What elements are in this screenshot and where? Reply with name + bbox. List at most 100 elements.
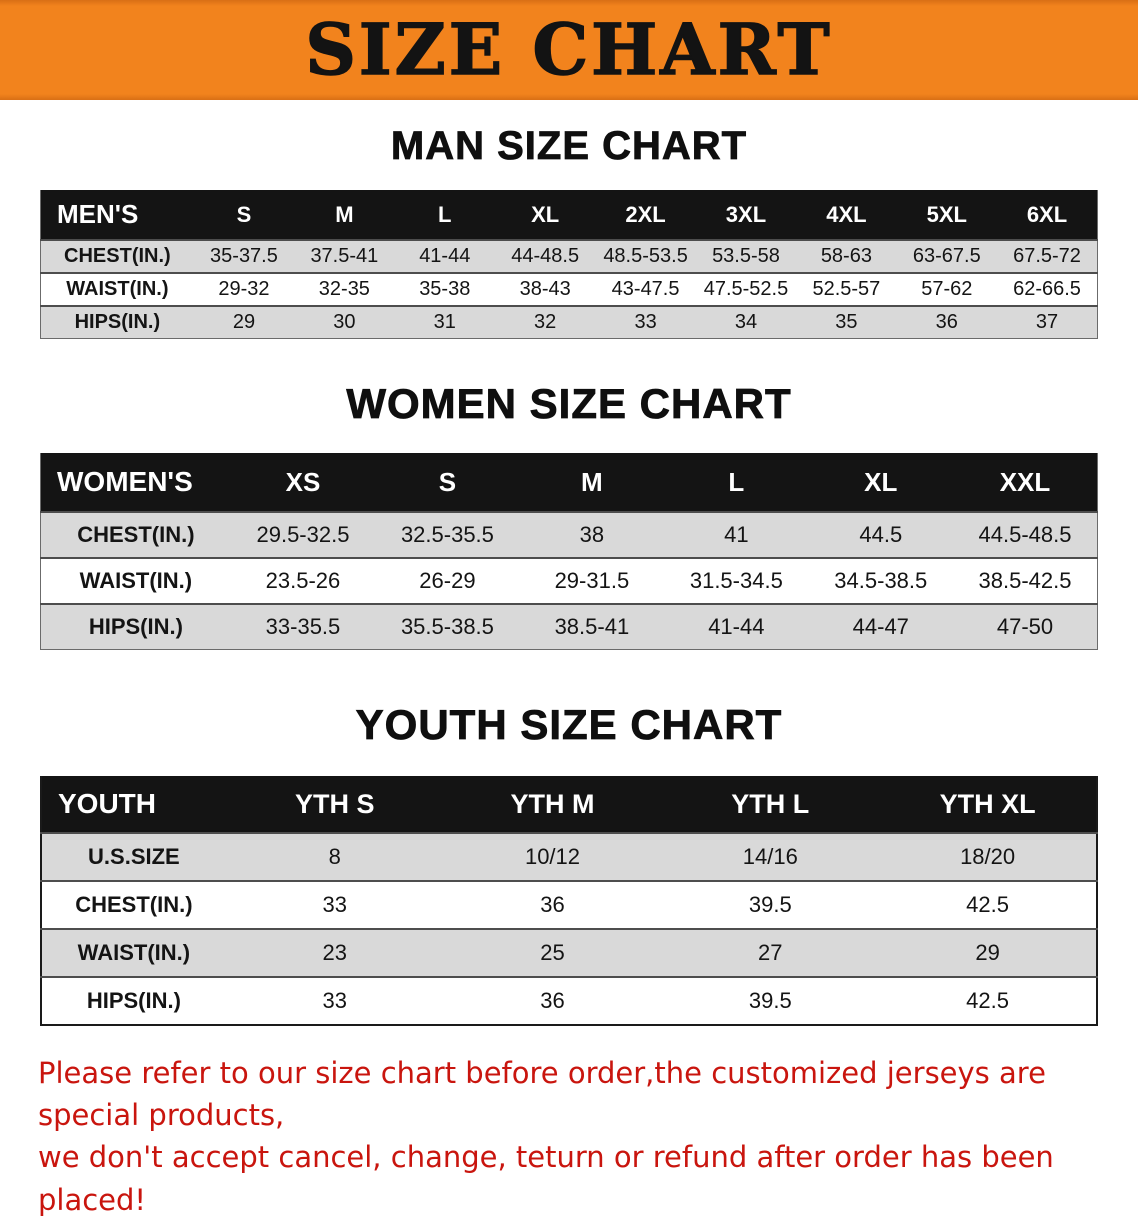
table-row: HIPS(IN.) 33 36 39.5 42.5 [41, 976, 1097, 1026]
disclaimer-line-2: we don't accept cancel, change, teturn o… [38, 1140, 1054, 1217]
size-value-cell: 31 [394, 305, 495, 339]
size-column-header: L [664, 453, 809, 513]
size-value-cell: 52.5-57 [796, 272, 897, 306]
size-value-cell: 36 [443, 880, 662, 930]
size-value-cell: 47-50 [953, 603, 1098, 650]
size-value-cell: 41-44 [394, 239, 495, 273]
size-value-cell: 42.5 [879, 880, 1097, 930]
size-column-header: 6XL [997, 190, 1098, 240]
size-value-cell: 29-32 [193, 272, 295, 306]
size-value-cell: 39.5 [661, 976, 880, 1026]
row-label: U.S.SIZE [41, 832, 226, 882]
row-label: CHEST(IN.) [40, 239, 194, 273]
size-value-cell: 44-48.5 [494, 239, 596, 273]
table-row: U.S.SIZE 8 10/12 14/16 18/20 [41, 832, 1097, 882]
size-value-cell: 30 [294, 305, 395, 339]
size-value-cell: 25 [443, 928, 662, 978]
size-value-cell: 47.5-52.5 [695, 272, 797, 306]
size-value-cell: 34 [695, 305, 797, 339]
men-section-heading: MAN SIZE CHART [390, 124, 748, 169]
size-value-cell: 35 [796, 305, 897, 339]
row-label: HIPS(IN.) [40, 603, 231, 650]
size-column-header: S [375, 453, 520, 513]
size-value-cell: 10/12 [443, 832, 662, 882]
size-value-cell: 48.5-53.5 [595, 239, 696, 273]
size-value-cell: 39.5 [661, 880, 880, 930]
table-body: MEN'S S M L XL 2XL 3XL 4XL 5XL 6XL CHEST(IN.) 35-37… [40, 190, 1098, 339]
row-label: CHEST(IN.) [40, 511, 231, 559]
size-value-cell: 8 [225, 832, 444, 882]
table-row: WAIST(IN.) 23 25 27 29 [41, 928, 1097, 978]
size-column-header: XS [230, 453, 376, 513]
table-corner-label: WOMEN'S [40, 453, 231, 513]
size-column-header: YTH S [225, 776, 444, 834]
youth-section-heading: YOUTH SIZE CHART [355, 701, 783, 749]
size-value-cell: 44.5 [808, 511, 954, 559]
size-value-cell: 35.5-38.5 [375, 603, 520, 650]
women-section-heading: WOMEN SIZE CHART [346, 380, 792, 427]
table-body: YOUTH YTH S YTH M YTH L YTH XL U.S.SIZE 8 10/12… [41, 776, 1097, 1026]
table-row: HIPS(IN.) 33-35.5 35.5-38.5 38.5-41 41-44 44-… [40, 603, 1098, 650]
size-value-cell: 18/20 [879, 832, 1097, 882]
size-column-header: 3XL [695, 190, 797, 240]
table-body: WOMEN'S XS S M L XL XXL CHEST(IN.) 29.5-32.5 32.5… [40, 453, 1098, 650]
size-value-cell: 33 [595, 305, 696, 339]
size-value-cell: 31.5-34.5 [664, 557, 809, 605]
size-value-cell: 23 [225, 928, 444, 978]
size-value-cell: 42.5 [879, 976, 1097, 1026]
row-label: HIPS(IN.) [41, 976, 226, 1026]
size-value-cell: 33 [225, 880, 444, 930]
table-row: CHEST(IN.) 35-37.5 37.5-41 41-44 44-48.5 48.5… [40, 239, 1098, 273]
table-row: WAIST(IN.) 23.5-26 26-29 29-31.5 31.5-34.5 34… [40, 557, 1098, 605]
page-title: SIZE CHART [305, 8, 833, 91]
size-value-cell: 14/16 [661, 832, 880, 882]
size-value-cell: 38.5-42.5 [953, 557, 1098, 605]
row-label: CHEST(IN.) [41, 880, 226, 930]
women-size-table: WOMEN'S XS S M L XL XXL CHEST(IN.) 29.5-32.5 32.5… [40, 453, 1098, 651]
size-value-cell: 53.5-58 [695, 239, 797, 273]
size-value-cell: 37.5-41 [294, 239, 395, 273]
size-value-cell: 38 [519, 511, 665, 559]
size-column-header: 2XL [595, 190, 696, 240]
disclaimer: Please refer to our size chart before or… [38, 1052, 1100, 1220]
youth-size-table: YOUTH YTH S YTH M YTH L YTH XL U.S.SIZE 8 10/12… [40, 776, 1098, 1027]
row-label: HIPS(IN.) [40, 305, 194, 339]
size-value-cell: 58-63 [796, 239, 897, 273]
size-value-cell: 41-44 [664, 603, 809, 650]
size-value-cell: 34.5-38.5 [808, 557, 954, 605]
table-row: CHEST(IN.) 33 36 39.5 42.5 [41, 880, 1097, 930]
size-value-cell: 23.5-26 [230, 557, 376, 605]
size-value-cell: 29.5-32.5 [230, 511, 376, 559]
table-row: WAIST(IN.) 29-32 32-35 35-38 38-43 43-47.5 47.… [40, 272, 1098, 306]
size-value-cell: 41 [664, 511, 809, 559]
size-value-cell: 37 [997, 305, 1098, 339]
size-column-header: 4XL [796, 190, 897, 240]
table-row: CHEST(IN.) 29.5-32.5 32.5-35.5 38 41 44.5 44.5… [40, 511, 1098, 559]
size-column-header: M [294, 190, 395, 240]
size-column-header: XL [808, 453, 954, 513]
size-column-header: YTH XL [879, 776, 1097, 834]
men-size-table: MEN'S S M L XL 2XL 3XL 4XL 5XL 6XL CHEST(IN.) 35-37… [40, 190, 1098, 339]
disclaimer-line-1: Please refer to our size chart before or… [38, 1056, 1046, 1133]
size-value-cell: 29-31.5 [519, 557, 665, 605]
size-column-header: 5XL [896, 190, 997, 240]
table-corner-label: YOUTH [41, 776, 226, 834]
size-value-cell: 63-67.5 [896, 239, 997, 273]
size-column-header: XL [494, 190, 596, 240]
table-header-row: MEN'S S M L XL 2XL 3XL 4XL 5XL 6XL [40, 190, 1098, 240]
table-row: HIPS(IN.) 29 30 31 32 33 34 35 36 37 [40, 305, 1098, 339]
table-header-row: YOUTH YTH S YTH M YTH L YTH XL [41, 776, 1097, 834]
size-value-cell: 35-37.5 [193, 239, 295, 273]
size-value-cell: 32.5-35.5 [375, 511, 520, 559]
size-value-cell: 36 [443, 976, 662, 1026]
size-column-header: L [394, 190, 495, 240]
size-column-header: YTH M [443, 776, 662, 834]
size-value-cell: 33 [225, 976, 444, 1026]
row-label: WAIST(IN.) [40, 272, 194, 306]
size-value-cell: 29 [193, 305, 295, 339]
size-column-header: XXL [953, 453, 1098, 513]
size-value-cell: 26-29 [375, 557, 520, 605]
size-value-cell: 33-35.5 [230, 603, 376, 650]
row-label: WAIST(IN.) [40, 557, 231, 605]
